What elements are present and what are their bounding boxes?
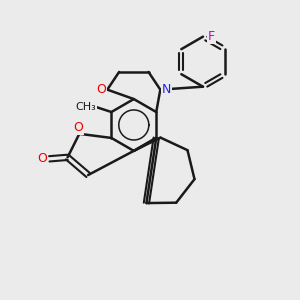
Text: CH₃: CH₃ xyxy=(75,102,96,112)
Text: O: O xyxy=(73,121,83,134)
Text: F: F xyxy=(208,30,215,43)
Text: O: O xyxy=(37,152,47,165)
Text: N: N xyxy=(162,83,172,96)
Text: O: O xyxy=(96,83,106,96)
